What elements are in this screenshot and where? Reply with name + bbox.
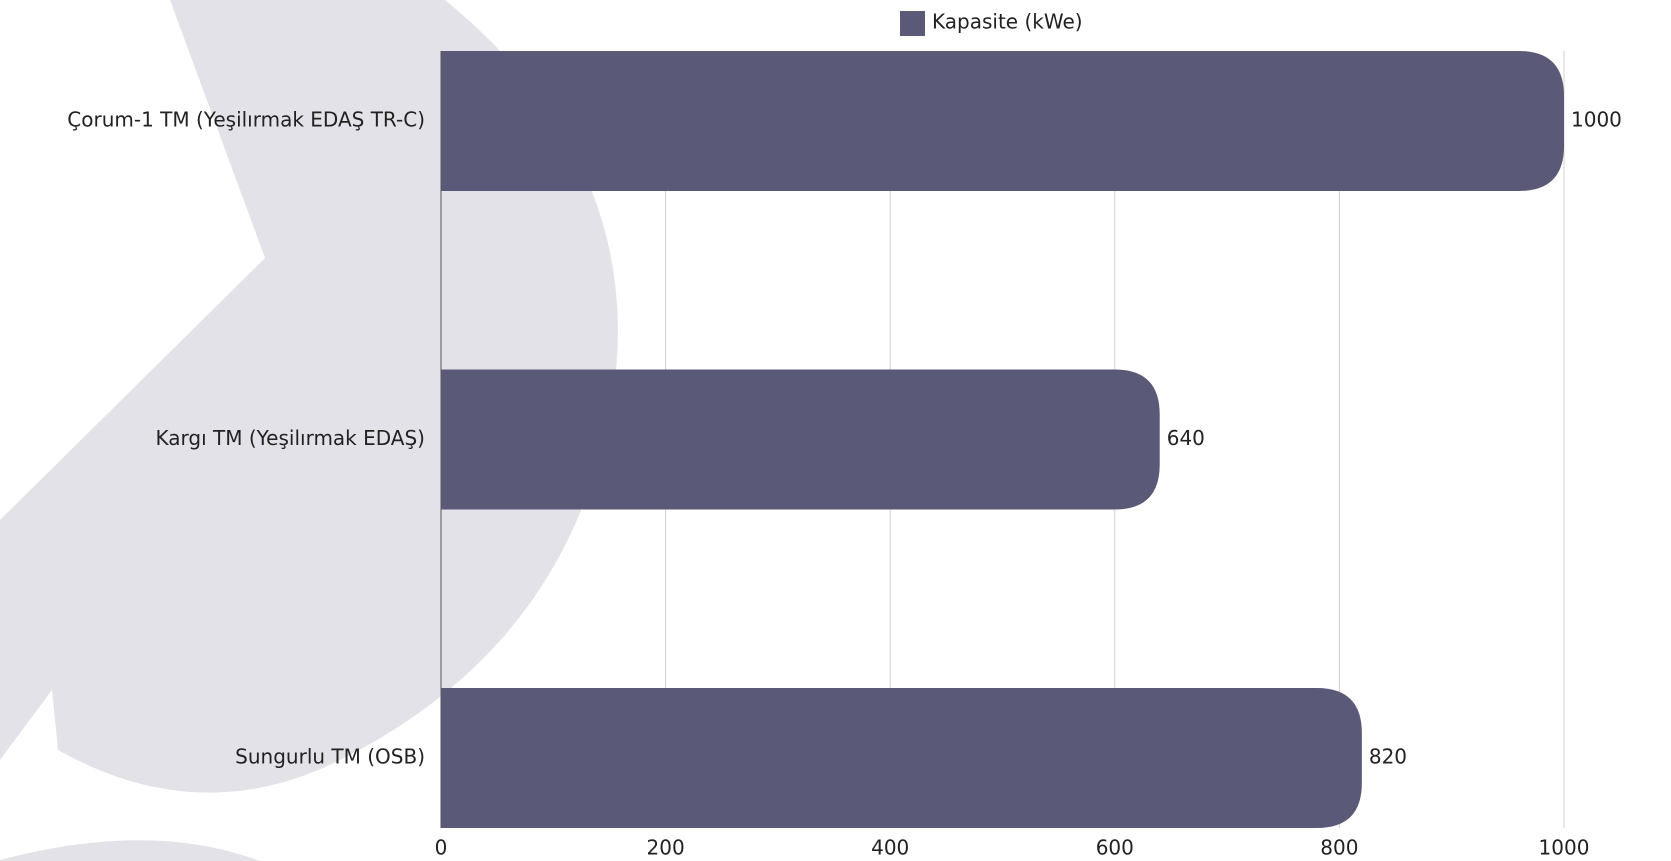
y-tick-label: Sungurlu TM (OSB): [235, 745, 425, 769]
value-label: 1000: [1571, 108, 1622, 132]
x-tick-label: 400: [871, 836, 909, 860]
value-label: 820: [1369, 745, 1407, 769]
value-label: 640: [1167, 426, 1205, 450]
background-decoration: [0, 0, 618, 861]
y-tick-label: Kargı TM (Yeşilırmak EDAŞ): [155, 426, 425, 450]
legend-label: Kapasite (kWe): [932, 10, 1083, 34]
x-tick-label: 0: [435, 836, 448, 860]
y-tick-label: Çorum-1 TM (Yeşilırmak EDAŞ TR-C): [67, 108, 425, 132]
x-tick-label: 1000: [1539, 836, 1590, 860]
x-tick-label: 200: [647, 836, 685, 860]
x-tick-label: 800: [1320, 836, 1358, 860]
legend-swatch: [900, 11, 925, 36]
bar: [441, 688, 1362, 828]
x-tick-label: 600: [1096, 836, 1134, 860]
bar: [441, 369, 1160, 510]
bar: [441, 51, 1564, 191]
